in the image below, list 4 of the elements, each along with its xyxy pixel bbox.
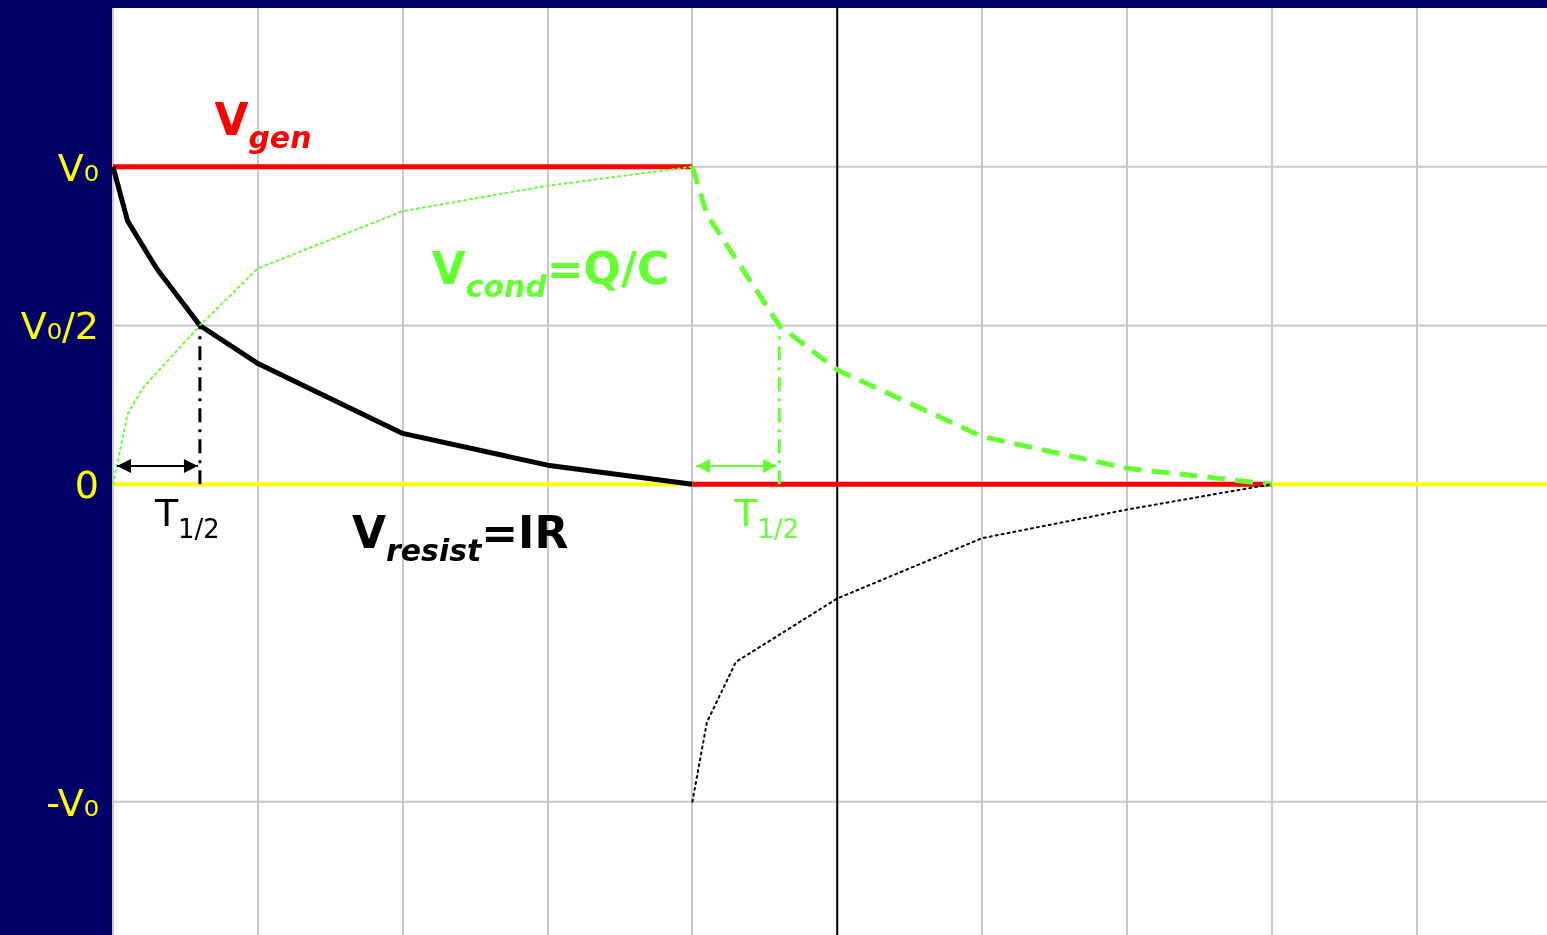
- text: V₀/2: [20, 304, 100, 349]
- text: V₀: [57, 145, 100, 190]
- text: -V₀: [46, 780, 99, 825]
- text: 0: [74, 463, 100, 508]
